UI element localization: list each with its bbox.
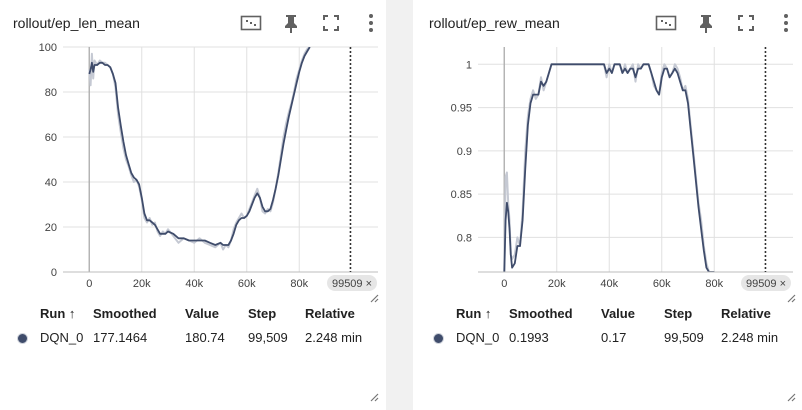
x-tick-label: 20k [133, 278, 151, 290]
y-tick-label: 40 [45, 177, 57, 189]
step-badge[interactable]: 99509 × [327, 275, 377, 291]
more-vert-icon[interactable] [360, 12, 382, 34]
x-tick-label: 0 [86, 278, 92, 290]
y-tick-label: 0.9 [457, 146, 472, 158]
y-tick-label: 100 [39, 42, 57, 54]
cell-run: DQN_0 [456, 330, 500, 345]
smoothed-series-line [503, 63, 715, 272]
more-vert-icon[interactable] [775, 12, 797, 34]
run-color-dot [17, 333, 28, 344]
header-step[interactable]: Step [664, 306, 693, 321]
cell-relative: 2.248 min [721, 330, 779, 345]
header-smoothed[interactable]: Smoothed [509, 306, 573, 321]
chart-card-ep-len-mean: rollout/ep_len_mean 0 20 40 60 80 100 0 20k 40k… [0, 0, 386, 410]
y-tick-label: 0.95 [451, 103, 472, 115]
y-tick-label: 80 [45, 87, 57, 99]
y-tick-label: 1 [466, 59, 472, 71]
y-tick-label: 0.85 [451, 189, 472, 201]
header-run[interactable]: Run ↑ [40, 306, 76, 321]
cell-step: 99,509 [664, 330, 704, 345]
y-tick-label: 0 [51, 267, 57, 279]
x-tick-label: 0 [501, 278, 507, 290]
resize-handle-icon[interactable] [786, 392, 796, 402]
cell-value: 180.74 [185, 330, 225, 345]
step-badge-label: 99509 × [332, 278, 372, 290]
table-header: Run ↑ Smoothed Value Step Relative [0, 306, 386, 324]
resize-handle-icon[interactable] [786, 293, 796, 303]
fullscreen-icon[interactable] [735, 12, 757, 34]
x-tick-label: 40k [600, 278, 618, 290]
y-tick-label: 0.8 [457, 232, 472, 244]
fit-domain-icon[interactable] [655, 12, 677, 34]
cell-value: 0.17 [601, 330, 627, 345]
header-step[interactable]: Step [248, 306, 277, 321]
x-tick-label: 80k [705, 278, 723, 290]
header-value[interactable]: Value [185, 306, 219, 321]
chart-card-ep-rew-mean: rollout/ep_rew_mean 0.8 0.85 0.9 0.95 1 0 20k… [413, 0, 802, 410]
table-row[interactable]: DQN_0 0.1993 0.17 99,509 2.248 min [413, 330, 802, 348]
run-color-dot [433, 333, 444, 344]
raw-series-line [88, 47, 311, 251]
resize-handle-icon[interactable] [369, 392, 379, 402]
x-tick-label: 40k [185, 278, 203, 290]
resize-handle-icon[interactable] [369, 293, 379, 303]
step-badge-label: 99509 × [746, 278, 786, 290]
cell-smoothed: 0.1993 [509, 330, 549, 345]
header-relative[interactable]: Relative [721, 306, 771, 321]
header-relative[interactable]: Relative [305, 306, 355, 321]
x-tick-label: 80k [290, 278, 308, 290]
y-tick-label: 20 [45, 222, 57, 234]
chart-title: rollout/ep_len_mean [13, 15, 140, 31]
x-tick-label: 60k [238, 278, 256, 290]
cell-relative: 2.248 min [305, 330, 363, 345]
cell-smoothed: 177.1464 [93, 330, 148, 345]
header-run[interactable]: Run ↑ [456, 306, 492, 321]
fullscreen-icon[interactable] [320, 12, 342, 34]
line-chart[interactable]: 0.8 0.85 0.9 0.95 1 0 20k 40k 60k 80k 99509 × [413, 40, 802, 300]
line-chart[interactable]: 0 20 40 60 80 100 0 20k 40k 60k 80k 99509 × [0, 40, 386, 300]
cell-run: DQN_0 [40, 330, 84, 345]
pin-icon[interactable] [280, 12, 302, 34]
table-header: Run ↑ Smoothed Value Step Relative [413, 306, 802, 324]
cell-step: 99,509 [248, 330, 288, 345]
pin-icon[interactable] [695, 12, 717, 34]
step-badge[interactable]: 99509 × [741, 275, 791, 291]
x-tick-label: 60k [653, 278, 671, 290]
x-tick-label: 20k [548, 278, 566, 290]
header-value[interactable]: Value [601, 306, 635, 321]
fit-domain-icon[interactable] [240, 12, 262, 34]
chart-title: rollout/ep_rew_mean [429, 15, 560, 31]
header-smoothed[interactable]: Smoothed [93, 306, 157, 321]
table-row[interactable]: DQN_0 177.1464 180.74 99,509 2.248 min [0, 330, 386, 348]
y-tick-label: 60 [45, 132, 57, 144]
smoothed-series-line [88, 47, 311, 246]
